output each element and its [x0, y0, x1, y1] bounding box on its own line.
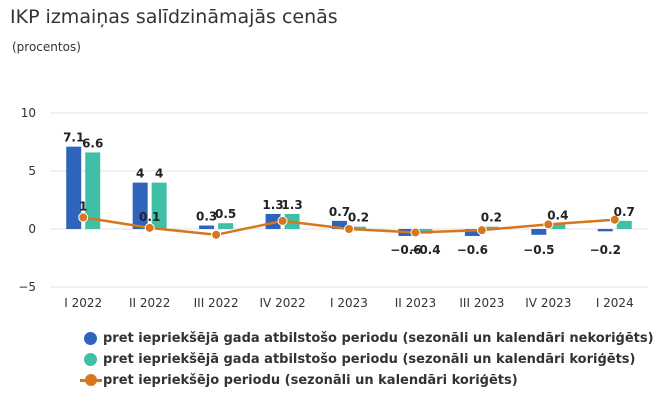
bar-sa	[351, 226, 366, 229]
bar-nsa	[332, 220, 347, 229]
bar-nsa	[597, 229, 613, 232]
data-label-nsa: 7.1	[63, 131, 84, 145]
data-label-nsa: −0.5	[523, 243, 554, 257]
data-label-sa: 4	[155, 167, 163, 181]
legend-swatch-nsa	[84, 332, 97, 345]
point-qoq	[410, 227, 421, 238]
point-qoq	[344, 224, 354, 234]
bar-sa	[151, 182, 167, 229]
point-qoq	[277, 215, 288, 226]
data-label-qoq: 0.1	[139, 210, 160, 224]
point-qoq	[144, 222, 155, 233]
bar-sa	[616, 220, 632, 229]
chart-title: IKP izmaiņas salīdzināmajās cenās	[10, 6, 338, 28]
data-label-sa: 0.5	[215, 207, 236, 221]
legend-swatch-qoq-dot	[85, 374, 97, 386]
y-axis: −5 0 5 10	[18, 106, 36, 294]
data-label-sa: 0.2	[481, 211, 502, 225]
data-label-sa: 1.3	[281, 198, 302, 212]
x-tick-label: III 2023	[459, 296, 504, 310]
x-tick-label: II 2023	[395, 296, 436, 310]
bar-nsa	[66, 146, 82, 229]
data-label-nsa: 0.7	[329, 205, 350, 219]
data-label-nsa: 0.3	[196, 210, 217, 224]
bar-sa	[550, 224, 566, 229]
data-label-sa: 0.4	[547, 208, 568, 222]
data-label-nsa: −0.6	[390, 243, 421, 257]
chart-subtitle: (procentos)	[12, 40, 81, 54]
bar-nsa	[199, 225, 215, 229]
bar-nsa	[531, 229, 547, 235]
bar-sa	[85, 152, 101, 229]
point-qoq	[476, 225, 487, 236]
bar-nsa	[265, 213, 281, 229]
data-label-sa: 6.6	[82, 136, 103, 150]
legend-label-nsa: pret iepriekšējā gada atbilstošo periodu…	[103, 331, 654, 346]
y-tick-label: 5	[28, 164, 36, 178]
data-label-nsa: −0.2	[590, 243, 621, 257]
x-tick-label: II 2022	[129, 296, 170, 310]
data-label-sa: 0.7	[614, 205, 635, 219]
x-tick-label: IV 2022	[260, 296, 306, 310]
y-tick-label: 0	[28, 222, 36, 236]
bars	[66, 146, 632, 236]
x-tick-label: I 2024	[596, 296, 634, 310]
legend-label-qoq: pret iepriekšējo periodu (sezonāli un ka…	[103, 373, 518, 388]
bar-sa	[483, 226, 499, 229]
legend-swatch-sa	[84, 353, 97, 366]
x-tick-label: IV 2023	[525, 296, 571, 310]
data-label-nsa: −0.6	[457, 243, 488, 257]
data-label-qoq: 1	[79, 199, 87, 213]
x-tick-label: I 2022	[64, 296, 102, 310]
x-tick-label: I 2023	[330, 296, 368, 310]
legend-label-sa: pret iepriekšējā gada atbilstošo periodu…	[103, 352, 636, 367]
bar-nsa	[132, 182, 148, 229]
line-series	[78, 212, 620, 240]
data-labels: 7.1 4 0.3 1.3 0.7 −0.6 −0.6 −0.5 −0.2 6.6 4 0.5 1.3 0…	[63, 131, 635, 257]
point-qoq	[211, 229, 222, 240]
point-qoq	[609, 214, 620, 225]
point-qoq	[78, 212, 89, 223]
data-label-sa: −0.4	[409, 243, 440, 257]
y-tick-label: 10	[21, 106, 36, 120]
y-tick-label: −5	[18, 280, 36, 294]
x-tick-label: III 2022	[194, 296, 239, 310]
data-label-sa: 0.2	[348, 211, 369, 225]
data-label-nsa: 4	[136, 167, 144, 181]
bar-nsa	[464, 229, 480, 236]
point-qoq	[543, 219, 554, 230]
x-axis: I 2022 II 2022 III 2022 IV 2022 I 2023 II 202…	[64, 296, 633, 310]
data-label-nsa: 1.3	[262, 198, 283, 212]
bar-sa	[218, 223, 234, 229]
